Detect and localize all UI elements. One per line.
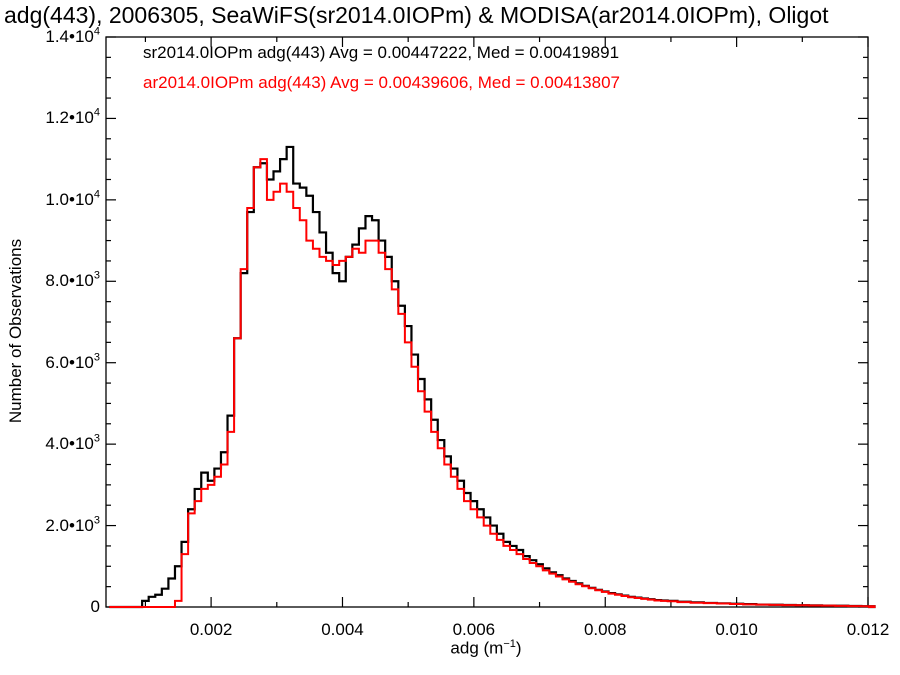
legend-entry-sr2014: sr2014.0IOPm adg(443) Avg = 0.00447222, … <box>143 43 620 62</box>
y-tick-label: 8.0•103 <box>45 269 100 291</box>
y-tick-label: 0 <box>90 597 100 616</box>
series-line-sr2014 <box>109 145 876 609</box>
y-tick-label: 6.0•103 <box>45 351 100 372</box>
chart-title: adg(443), 2006305, SeaWiFS(sr2014.0IOPm)… <box>4 2 829 28</box>
x-tick-label: 0.012 <box>846 620 890 639</box>
x-tick-label: 0.006 <box>452 620 496 639</box>
y-tick-label: 1.0•104 <box>45 188 100 209</box>
x-tick-label: 0.008 <box>583 620 627 639</box>
x-tick-label: 0.002 <box>189 620 233 639</box>
y-tick-label: 1.4•104 <box>45 25 100 46</box>
axis-ticks <box>106 36 869 608</box>
x-axis-label: adg (m−1) <box>450 638 522 658</box>
y-tick-label: 4.0•103 <box>45 432 100 454</box>
x-tick-label: 0.004 <box>321 620 364 639</box>
y-tick-label: 2.0•103 <box>45 513 100 535</box>
legend-entry-ar2014: ar2014.0IOPm adg(443) Avg = 0.00439606, … <box>143 73 620 92</box>
y-axis-label: Number of Observations <box>6 238 25 424</box>
y-tick-label: 1.2•104 <box>45 106 100 128</box>
x-tick-label: 0.010 <box>715 620 758 639</box>
plot-frame <box>105 36 869 608</box>
series-group <box>109 145 876 609</box>
series-line-ar2014 <box>109 158 876 608</box>
